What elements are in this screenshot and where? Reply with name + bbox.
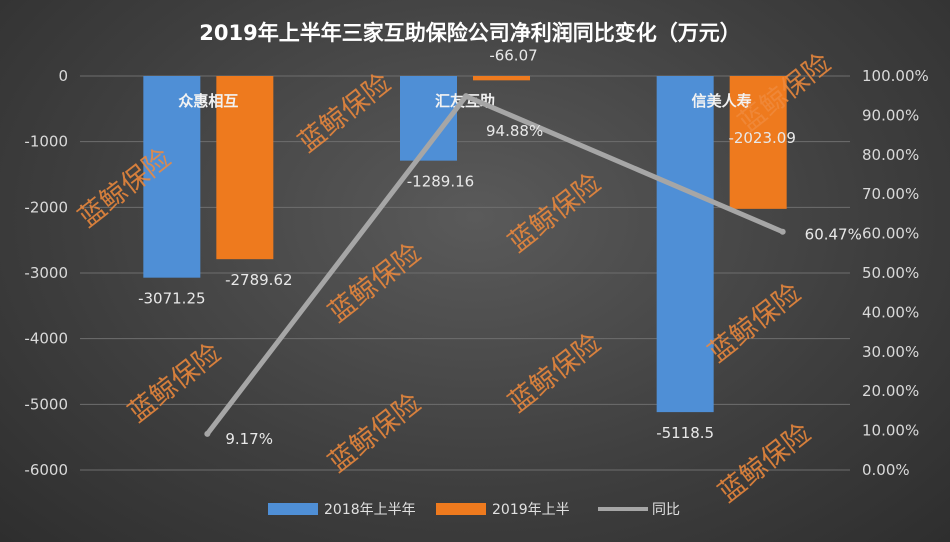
y-axis-left: 0 -1000 -2000 -3000 -4000 -5000 -6000 <box>24 67 68 479</box>
yoy-point <box>463 93 469 100</box>
y-axis-right: 0.00% 10.00% 20.00% 30.00% 40.00% 50.00% 60.00… <box>862 67 929 479</box>
yoy-point <box>204 430 211 437</box>
bar-value-label: -3071.25 <box>138 290 205 308</box>
y2-tick-label: 0.00% <box>862 461 910 479</box>
y2-tick-label: 50.00% <box>862 264 919 282</box>
y2-tick-label: 10.00% <box>862 422 919 440</box>
y2-tick-label: 40.00% <box>862 303 919 321</box>
bar-value-label: -2789.62 <box>225 271 292 289</box>
y-tick-label: -5000 <box>24 395 68 413</box>
y-tick-label: 0 <box>58 67 68 85</box>
y-tick-label: -1000 <box>24 133 68 151</box>
legend-label: 同比 <box>652 502 680 518</box>
legend-label: 2018年上半年 <box>324 502 416 518</box>
legend: 2018年上半年 2019年上半 同比 <box>268 502 680 518</box>
y2-tick-label: 80.00% <box>862 146 919 164</box>
yoy-line <box>204 93 786 437</box>
watermark-text: 蓝鲸保险 <box>503 328 607 419</box>
watermark-text: 蓝鲸保险 <box>503 168 607 259</box>
watermark-text: 蓝鲸保险 <box>123 338 227 429</box>
yoy-value-label: 94.88% <box>486 122 543 140</box>
bar <box>143 76 201 278</box>
category-label: 众惠相互 <box>178 92 238 110</box>
yoy-value-label: 9.17% <box>225 430 273 448</box>
bar-value-label: -66.07 <box>489 46 537 64</box>
category-label: 信美人寿 <box>692 92 752 110</box>
watermark-text: 蓝鲸保险 <box>703 278 807 369</box>
chart-title: 2019年上半年三家互助保险公司净利润同比变化（万元） <box>199 21 740 45</box>
watermark-text: 蓝鲸保险 <box>323 388 427 479</box>
bar-value-label: -2023.09 <box>728 129 795 147</box>
bar <box>656 76 714 413</box>
y2-tick-label: 20.00% <box>862 382 919 400</box>
gridlines <box>80 75 850 471</box>
bar <box>473 76 530 81</box>
bar-value-label: -5118.5 <box>656 424 714 442</box>
y-tick-label: -4000 <box>24 330 68 348</box>
y2-tick-label: 90.00% <box>862 106 919 124</box>
y-tick-label: -2000 <box>24 198 68 216</box>
y2-tick-label: 70.00% <box>862 185 919 203</box>
yoy-point <box>779 228 786 235</box>
bar <box>216 76 274 260</box>
watermark-text: 蓝鲸保险 <box>293 68 397 159</box>
watermark-text: 蓝鲸保险 <box>713 418 817 509</box>
data-labels: -3071.25 -2789.62 -1289.16 -66.07 -5118.5 -20… <box>138 46 862 448</box>
y2-tick-label: 60.00% <box>862 225 919 243</box>
y-tick-label: -6000 <box>24 461 68 479</box>
legend-label: 2019年上半 <box>492 502 570 518</box>
yoy-value-label: 60.47% <box>805 226 862 244</box>
bar-value-label: -1289.16 <box>407 173 474 191</box>
y2-tick-label: 30.00% <box>862 343 919 361</box>
y2-tick-label: 100.00% <box>862 67 929 85</box>
category-labels: 众惠相互 汇友互助 信美人寿 <box>178 92 751 110</box>
legend-swatch <box>436 503 486 515</box>
legend-swatch <box>268 503 318 515</box>
y-tick-label: -3000 <box>24 264 68 282</box>
bar <box>729 76 787 209</box>
bars <box>143 76 787 413</box>
watermark-text: 蓝鲸保险 <box>323 238 427 329</box>
